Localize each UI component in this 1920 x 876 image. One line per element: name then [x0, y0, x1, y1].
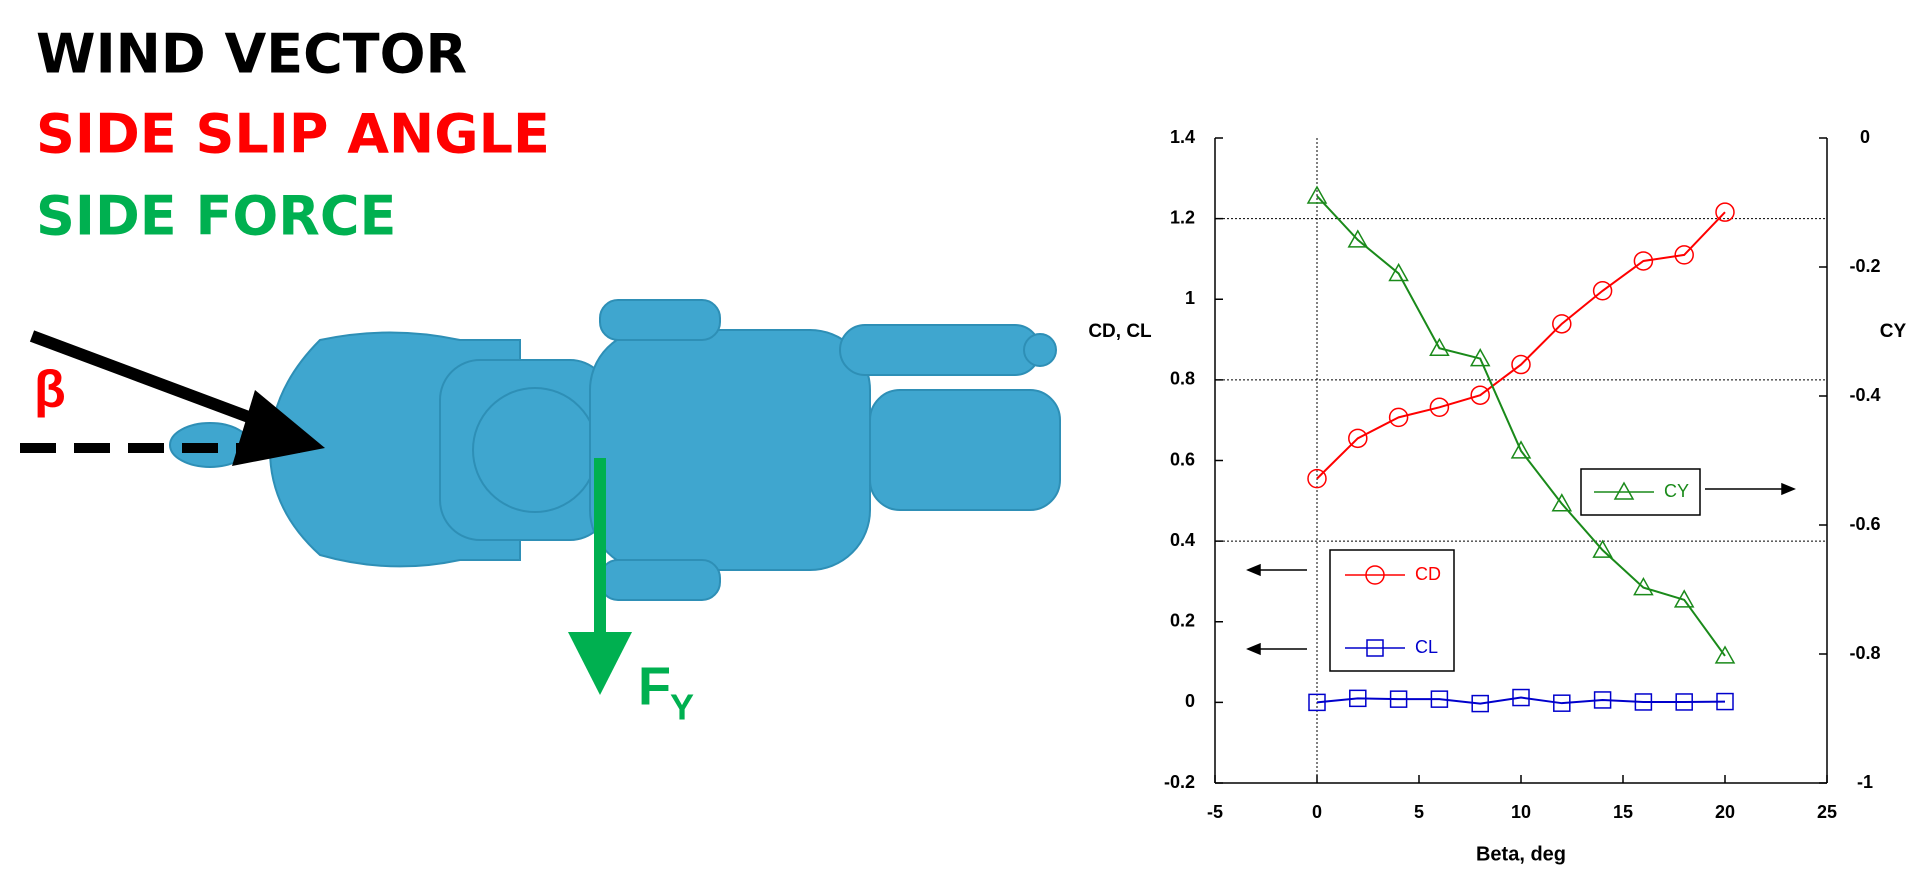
y-tick-label: 0.8: [1170, 369, 1195, 389]
data-point: [1349, 689, 1367, 708]
series-line: [1316, 195, 1726, 657]
x-tick-label: 25: [1817, 802, 1837, 822]
force-arrowhead: [568, 632, 632, 695]
data-point: [1471, 694, 1489, 713]
y2-tick-label: -1: [1857, 772, 1873, 792]
data-point: [1551, 493, 1573, 512]
y-tick-label: 1.4: [1170, 127, 1195, 147]
y-tick-label: 0.6: [1170, 449, 1195, 469]
legend-marker: [1366, 639, 1384, 657]
force-label: F: [638, 656, 671, 716]
y-axis-label: CD, CL: [1088, 321, 1152, 342]
data-point: [1470, 385, 1490, 405]
data-point: [1510, 440, 1532, 459]
diagram-title: SIDE SLIP ANGLE: [36, 103, 550, 166]
legend-marker: [1613, 481, 1635, 500]
y2-tick-label: -0.2: [1849, 256, 1880, 276]
motorcycle: [169, 299, 1061, 601]
data-point: [1716, 692, 1734, 711]
x-axis-label: Beta, deg: [1476, 843, 1566, 865]
data-point: [1634, 693, 1653, 711]
y2-tick-label: -0.8: [1849, 643, 1880, 663]
data-point: [1348, 428, 1368, 449]
data-point: [1429, 397, 1450, 418]
data-point: [1429, 337, 1450, 357]
legend-label: CY: [1664, 481, 1689, 501]
data-point: [1552, 314, 1572, 334]
data-point: [1592, 281, 1613, 301]
data-point: [1469, 348, 1491, 367]
data-point: [1673, 589, 1695, 608]
x-tick-label: 5: [1414, 802, 1424, 822]
wind-arrowhead: [232, 390, 325, 466]
legend-marker: [1365, 565, 1385, 585]
data-point: [1512, 688, 1530, 707]
x-tick-label: -5: [1207, 802, 1223, 822]
data-point: [1308, 693, 1326, 712]
data-point: [1675, 693, 1693, 711]
y2-axis-label: CY: [1880, 321, 1907, 342]
data-point: [1307, 468, 1327, 489]
y2-tick-label: -0.6: [1849, 514, 1880, 534]
y2-tick-label: -0.4: [1849, 385, 1880, 405]
data-point: [1306, 185, 1328, 204]
data-point: [1715, 202, 1735, 222]
y-tick-label: 1: [1185, 288, 1195, 308]
y-tick-label: 1.2: [1170, 207, 1195, 227]
data-point: [1389, 690, 1408, 708]
data-point: [1714, 645, 1736, 664]
data-point: [1388, 407, 1409, 428]
force-subscript: Y: [670, 687, 694, 728]
legend-box: [1329, 549, 1455, 672]
data-point: [1430, 690, 1449, 708]
data-point: [1592, 539, 1613, 558]
y-tick-label: 0.2: [1170, 611, 1195, 631]
data-point: [1633, 251, 1654, 271]
angle-label: β: [34, 361, 66, 419]
y-tick-label: 0: [1185, 691, 1195, 711]
data-point: [1593, 691, 1612, 709]
x-tick-label: 20: [1715, 802, 1735, 822]
data-point: [1674, 245, 1694, 265]
legend-label: CL: [1415, 637, 1438, 657]
data-point: [1633, 577, 1654, 596]
data-point: [1511, 354, 1531, 375]
legend-label: CD: [1415, 564, 1441, 584]
x-tick-label: 15: [1613, 802, 1633, 822]
y2-tick-label: 0: [1860, 127, 1870, 147]
y-tick-label: -0.2: [1164, 772, 1195, 792]
series-line: [1316, 211, 1726, 480]
data-point: [1347, 229, 1369, 248]
y-tick-label: 0.4: [1170, 530, 1195, 550]
legend-arrows: [1246, 482, 1796, 656]
wind-arrow: [29, 330, 273, 431]
x-tick-label: 10: [1511, 802, 1531, 822]
data-point: [1388, 262, 1409, 282]
diagram-title: WIND VECTOR: [36, 23, 467, 86]
data-point: [1553, 694, 1571, 712]
x-tick-label: 0: [1312, 802, 1322, 822]
series-line: [1316, 696, 1726, 705]
diagram-title: SIDE FORCE: [36, 185, 396, 248]
